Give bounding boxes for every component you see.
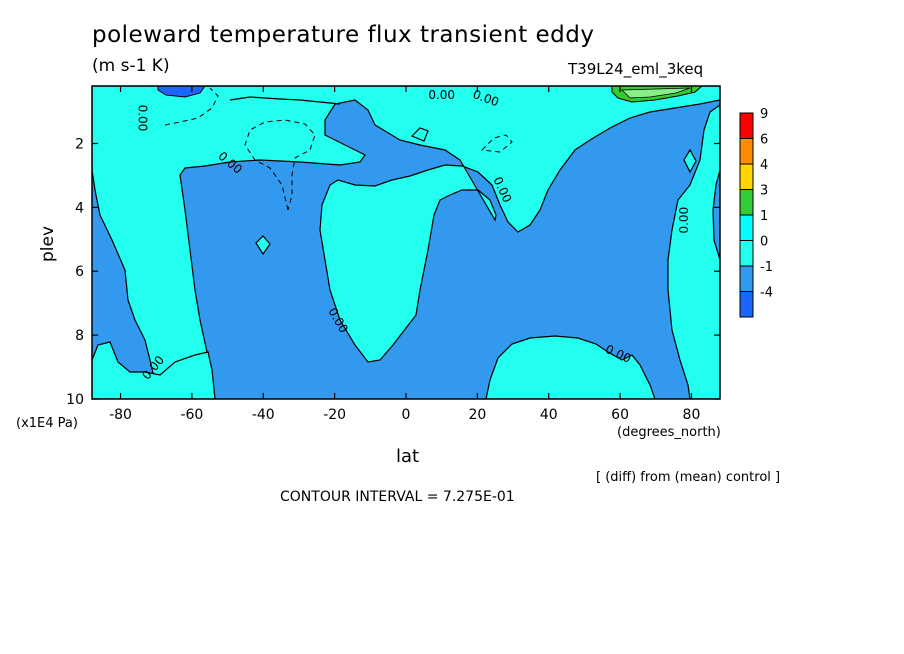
fill-positive-right (667, 100, 720, 399)
fill-positive-island-1 (410, 127, 429, 142)
x-tick-label: 80 (683, 407, 701, 423)
fill-positive-island-2 (255, 235, 271, 256)
y-axis: 2 4 6 8 10 (66, 136, 720, 408)
colorbar: 9 6 4 3 1 0 -1 -4 (739, 107, 773, 318)
colorbar-swatch (739, 240, 754, 267)
x-tick-label: -40 (252, 407, 275, 423)
colorbar-label: -1 (760, 260, 773, 275)
x-tick-label: -60 (180, 407, 203, 423)
colorbar-swatch (739, 291, 754, 318)
y-tick-label: 4 (75, 200, 84, 216)
y-tick-label: 8 (75, 328, 84, 344)
contour-interval-note: CONTOUR INTERVAL = 7.275E-01 (280, 489, 515, 505)
colorbar-swatch (739, 163, 754, 190)
x-tick-label: -20 (323, 407, 346, 423)
colorbar-label: 6 (760, 133, 768, 148)
fill-positive-island-3 (683, 148, 697, 174)
chart-title: poleward temperature flux transient eddy (92, 22, 595, 48)
contour-label: 0.00 (135, 105, 149, 132)
colorbar-swatch (739, 214, 754, 241)
colorbar-label: 3 (760, 184, 768, 199)
chart-units: (m s-1 K) (92, 56, 170, 76)
contour-dashed-negative-3 (480, 134, 513, 153)
fill-positive-lower-right (485, 335, 656, 399)
x-axis-label: lat (396, 446, 420, 467)
colorbar-label: 1 (760, 209, 768, 224)
x-tick-label: 20 (468, 407, 486, 423)
colorbar-label: -4 (760, 286, 773, 301)
colorbar-label: 0 (760, 235, 768, 250)
fill-positive-mid (621, 87, 691, 99)
contour-label: 0.00 (428, 88, 455, 102)
contour-label: 0.00 (677, 207, 691, 234)
x-axis-units: (degrees_north) (617, 425, 721, 440)
fill-negative-strong (157, 86, 206, 98)
fill-positive-lower-left (92, 341, 216, 399)
x-axis: -80 -60 -40 -20 0 20 40 60 80 (109, 86, 700, 423)
y-tick-label: 10 (66, 392, 84, 408)
y-axis-units: (x1E4 Pa) (16, 416, 78, 431)
x-tick-label: -80 (109, 407, 132, 423)
y-tick-label: 2 (75, 136, 84, 152)
x-tick-label: 0 (402, 407, 411, 423)
contour-zero-line-top (229, 96, 341, 105)
y-tick-label: 6 (75, 264, 84, 280)
x-tick-label: 40 (540, 407, 558, 423)
diff-annotation: [ (diff) from (mean) control ] (596, 470, 781, 485)
run-label: T39L24_eml_3keq (568, 60, 704, 78)
contour-dashed-negative-2 (164, 87, 219, 126)
colorbar-swatch (739, 138, 754, 165)
colorbar-swatch (739, 112, 754, 139)
colorbar-label: 9 (760, 107, 768, 122)
colorbar-label: 4 (760, 158, 768, 173)
colorbar-swatch (739, 265, 754, 292)
x-tick-label: 60 (611, 407, 629, 423)
colorbar-swatch (739, 189, 754, 216)
